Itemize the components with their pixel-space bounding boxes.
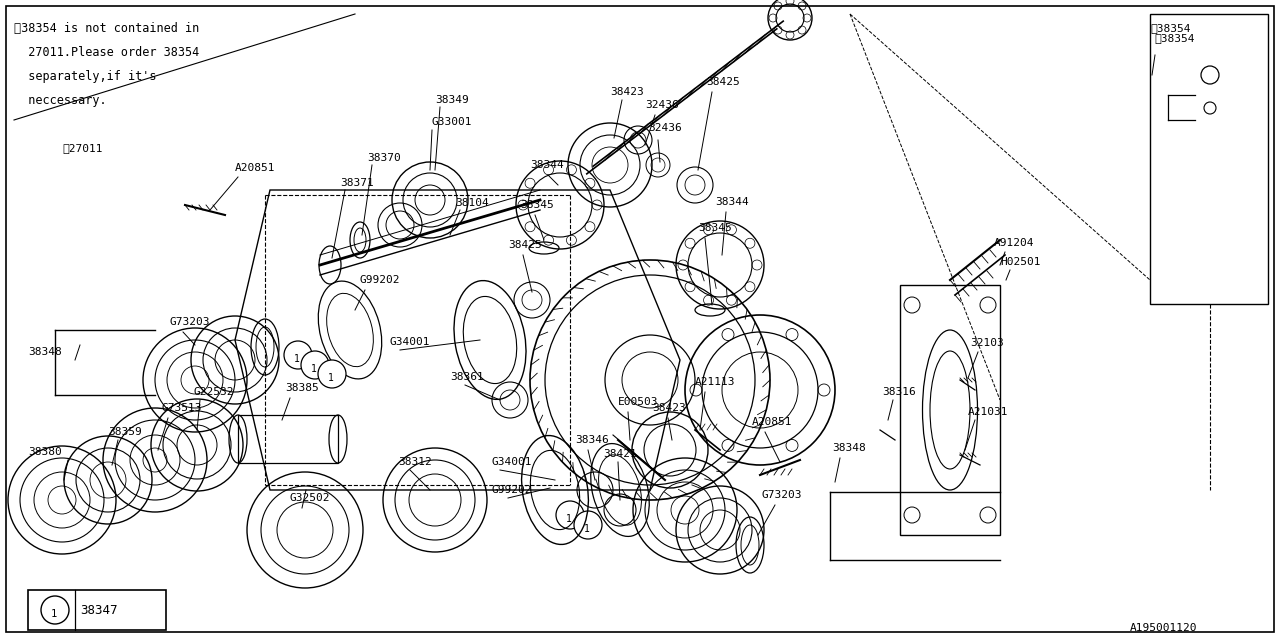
Text: ※38354: ※38354 <box>1155 33 1194 43</box>
Text: 38104: 38104 <box>454 198 489 208</box>
Text: 38421: 38421 <box>603 449 636 459</box>
Circle shape <box>573 511 602 539</box>
Text: 1: 1 <box>566 514 572 524</box>
Text: A21113: A21113 <box>695 377 736 387</box>
Text: 38371: 38371 <box>340 178 374 188</box>
Text: 38347: 38347 <box>79 604 118 616</box>
Text: 38361: 38361 <box>451 372 484 382</box>
Text: separately,if it's: separately,if it's <box>14 70 156 83</box>
Text: 38348: 38348 <box>28 347 61 357</box>
Text: 32436: 32436 <box>648 123 682 133</box>
Text: A21031: A21031 <box>968 407 1009 417</box>
Bar <box>28 590 166 630</box>
Text: ※38354 is not contained in: ※38354 is not contained in <box>14 22 200 35</box>
Text: 38423: 38423 <box>611 87 644 97</box>
Text: G33001: G33001 <box>433 117 472 127</box>
Text: 38345: 38345 <box>698 223 732 233</box>
Text: 1: 1 <box>311 364 317 374</box>
Text: A195001120: A195001120 <box>1130 623 1198 633</box>
Text: ※38354: ※38354 <box>1149 23 1190 33</box>
Text: 38359: 38359 <box>108 427 142 437</box>
Text: 1: 1 <box>51 609 58 619</box>
Text: 32103: 32103 <box>970 338 1004 348</box>
Text: G73203: G73203 <box>170 317 210 327</box>
Text: G73513: G73513 <box>161 403 201 413</box>
Text: 38344: 38344 <box>530 160 563 170</box>
Text: neccessary.: neccessary. <box>14 93 106 106</box>
Text: 38423: 38423 <box>652 403 686 413</box>
Text: G32502: G32502 <box>291 493 330 503</box>
Text: 1: 1 <box>584 524 590 534</box>
Text: 38346: 38346 <box>575 435 609 445</box>
Text: H02501: H02501 <box>1000 257 1041 267</box>
Text: 38312: 38312 <box>398 457 431 467</box>
Circle shape <box>556 501 584 529</box>
Text: E00503: E00503 <box>618 397 658 407</box>
Text: 38349: 38349 <box>435 95 468 105</box>
Circle shape <box>301 351 329 379</box>
Text: 38370: 38370 <box>367 153 401 163</box>
Text: 38380: 38380 <box>28 447 61 457</box>
Text: 1: 1 <box>294 354 300 364</box>
Text: A20851: A20851 <box>236 163 275 173</box>
Circle shape <box>317 360 346 388</box>
Text: 38344: 38344 <box>716 197 749 207</box>
Text: G34001: G34001 <box>492 457 532 467</box>
Text: ※27011: ※27011 <box>61 143 102 153</box>
Text: A20851: A20851 <box>753 417 792 427</box>
Text: G22532: G22532 <box>193 387 233 397</box>
Text: A91204: A91204 <box>995 238 1034 248</box>
Text: 38385: 38385 <box>285 383 319 393</box>
Text: 38345: 38345 <box>520 200 554 210</box>
Text: G73203: G73203 <box>762 490 803 500</box>
Text: G99202: G99202 <box>360 275 401 285</box>
Text: 38316: 38316 <box>882 387 915 397</box>
Text: G99202: G99202 <box>492 485 532 495</box>
Circle shape <box>284 341 312 369</box>
Bar <box>1149 14 1268 304</box>
Text: 38425: 38425 <box>508 240 541 250</box>
Bar <box>238 415 338 463</box>
Text: 27011.Please order 38354: 27011.Please order 38354 <box>14 45 200 58</box>
Text: 1: 1 <box>328 373 334 383</box>
Text: G34001: G34001 <box>390 337 430 347</box>
Text: 38425: 38425 <box>707 77 740 87</box>
Circle shape <box>41 596 69 624</box>
Text: 38348: 38348 <box>832 443 865 453</box>
Bar <box>900 285 1000 535</box>
Text: 32436: 32436 <box>645 100 678 110</box>
